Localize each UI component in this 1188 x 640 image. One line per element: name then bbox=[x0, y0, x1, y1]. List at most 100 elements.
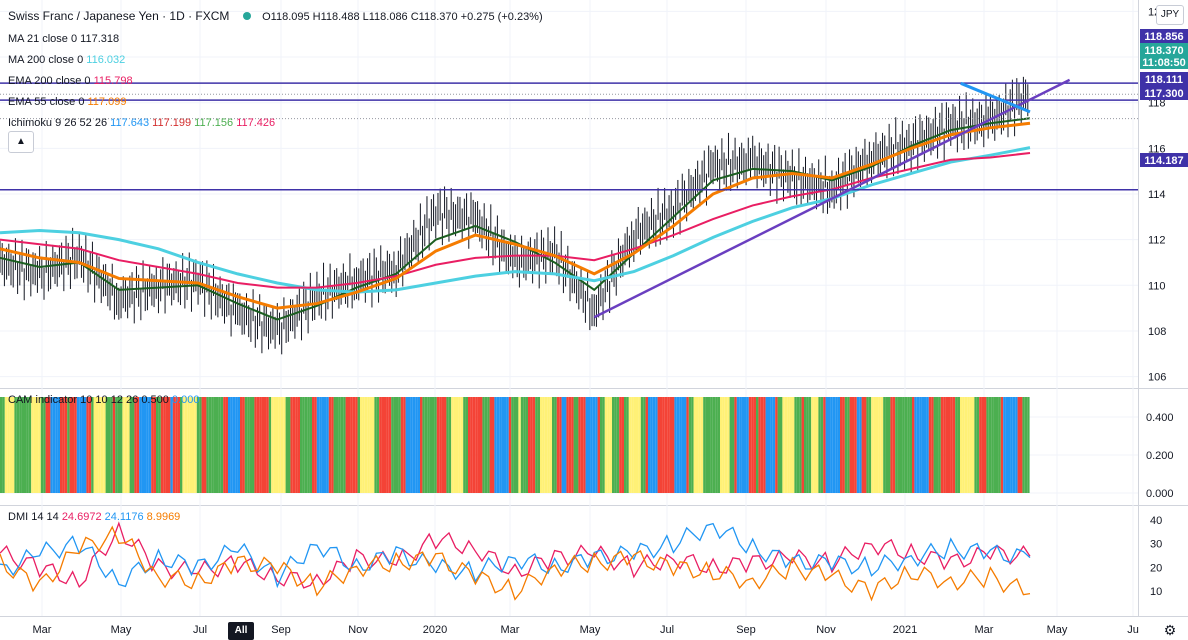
cam-bar bbox=[638, 397, 641, 493]
cam-bar bbox=[864, 397, 867, 493]
legend-ichimoku-value: 117.643 bbox=[110, 117, 150, 129]
indicator-legend: MA 21 close 0 117.318 MA 200 close 0 116… bbox=[8, 29, 275, 134]
cam-bar bbox=[511, 397, 514, 493]
cam-bar bbox=[530, 397, 533, 493]
cam-bar bbox=[938, 397, 941, 493]
legend-ichimoku-value: 117.426 bbox=[236, 117, 276, 129]
cam-bar bbox=[708, 397, 711, 493]
cam-bar bbox=[249, 397, 252, 493]
cam-bar bbox=[645, 397, 648, 493]
cam-bar bbox=[477, 397, 480, 493]
cam-bar bbox=[302, 397, 305, 493]
cam-bar bbox=[974, 397, 977, 493]
cam-bar bbox=[12, 397, 15, 493]
dmi-legend[interactable]: DMI 14 14 24.6972 24.1176 8.9969 bbox=[8, 511, 180, 523]
cam-bar bbox=[712, 397, 716, 493]
cam-bar bbox=[64, 397, 68, 493]
time-tick-label: May bbox=[580, 624, 601, 636]
cam-bar bbox=[204, 397, 207, 493]
cam-bar bbox=[890, 397, 893, 493]
cam-bar bbox=[1024, 397, 1028, 493]
cam-tick-label: 0.400 bbox=[1146, 412, 1174, 424]
cam-bar bbox=[163, 397, 166, 493]
cam-bar bbox=[218, 397, 221, 493]
cam-bar bbox=[492, 397, 495, 493]
cam-bar bbox=[360, 397, 363, 493]
cam-bar bbox=[873, 397, 876, 493]
cam-bar bbox=[830, 397, 833, 493]
legend-ma21[interactable]: MA 21 close 0 117.318 bbox=[8, 29, 275, 50]
cam-bar bbox=[525, 397, 528, 493]
time-tick-label: Jul bbox=[660, 624, 674, 636]
cam-bar bbox=[33, 397, 36, 493]
range-all-button[interactable]: All bbox=[228, 622, 254, 640]
cam-bar bbox=[928, 397, 932, 493]
cam-bar bbox=[480, 397, 483, 493]
cam-bar bbox=[523, 397, 526, 493]
cam-bar bbox=[0, 397, 3, 493]
price-tick-label: 118 bbox=[1148, 98, 1166, 110]
cam-bar bbox=[979, 397, 982, 493]
symbol-title[interactable]: Swiss Franc / Japanese Yen · 1D · FXCM bbox=[8, 9, 230, 23]
legend-ma200[interactable]: MA 200 close 0 116.032 bbox=[8, 50, 275, 71]
cam-bar bbox=[276, 397, 279, 493]
cam-bar bbox=[223, 397, 226, 493]
cam-bar bbox=[513, 397, 516, 493]
legend-ichimoku-value: 117.199 bbox=[152, 117, 192, 129]
cam-bar bbox=[717, 397, 720, 493]
legend-ema55[interactable]: EMA 55 close 0 117.099 bbox=[8, 92, 275, 113]
cam-bar bbox=[741, 397, 744, 493]
cam-bar bbox=[93, 397, 96, 493]
cam-bar bbox=[861, 397, 864, 493]
cam-bar bbox=[182, 397, 185, 493]
dmi-tick-label: 10 bbox=[1150, 586, 1162, 598]
cam-bar bbox=[516, 397, 519, 493]
cam-bar bbox=[252, 397, 255, 493]
cam-bar bbox=[585, 397, 588, 493]
cam-bar bbox=[57, 397, 60, 493]
cam-bar bbox=[921, 397, 924, 493]
time-tick-label: Mar bbox=[501, 624, 520, 636]
cam-bar bbox=[907, 397, 910, 493]
cam-bar bbox=[590, 397, 593, 493]
cam-bar bbox=[244, 397, 248, 493]
cam-bar bbox=[912, 397, 915, 493]
cam-bar bbox=[451, 397, 454, 493]
collapse-legend-button[interactable]: ▲ bbox=[8, 131, 34, 153]
cam-bar bbox=[410, 397, 413, 493]
cam-bar bbox=[415, 397, 418, 493]
cam-bar bbox=[494, 397, 497, 493]
cam-bar bbox=[746, 397, 749, 493]
cam-bar bbox=[868, 397, 872, 493]
cam-bar bbox=[19, 397, 22, 493]
cam-bar bbox=[547, 397, 550, 493]
legend-ema200[interactable]: EMA 200 close 0 115.798 bbox=[8, 71, 275, 92]
currency-button[interactable]: JPY bbox=[1156, 5, 1184, 25]
cam-bar bbox=[964, 397, 968, 493]
cam-bar bbox=[568, 397, 572, 493]
cam-bar bbox=[487, 397, 490, 493]
cam-bar bbox=[744, 397, 747, 493]
cam-bar bbox=[561, 397, 564, 493]
gear-icon[interactable]: ⚙ bbox=[1163, 622, 1177, 638]
cam-legend[interactable]: CAM indicator 10 10 12 26 0.500 0.000 bbox=[8, 394, 199, 406]
cam-bar bbox=[199, 397, 202, 493]
cam-bar bbox=[420, 397, 423, 493]
cam-bar bbox=[45, 397, 48, 493]
dmi-legend-value: 8.9969 bbox=[146, 511, 181, 523]
cam-bar bbox=[667, 397, 670, 493]
dmi-tick-label: 20 bbox=[1150, 562, 1162, 574]
cam-bar bbox=[679, 397, 682, 493]
cam-bar bbox=[787, 397, 790, 493]
price-tag-bg bbox=[1140, 29, 1188, 43]
cam-bar bbox=[4, 397, 8, 493]
cam-bar bbox=[818, 397, 821, 493]
cam-bar bbox=[504, 397, 507, 493]
cam-bar bbox=[444, 397, 447, 493]
cam-bar bbox=[715, 397, 718, 493]
cam-bar bbox=[652, 397, 656, 493]
legend-ichimoku[interactable]: Ichimoku 9 26 52 26 117.643 117.199 117.… bbox=[8, 113, 275, 134]
cam-bar bbox=[470, 397, 473, 493]
